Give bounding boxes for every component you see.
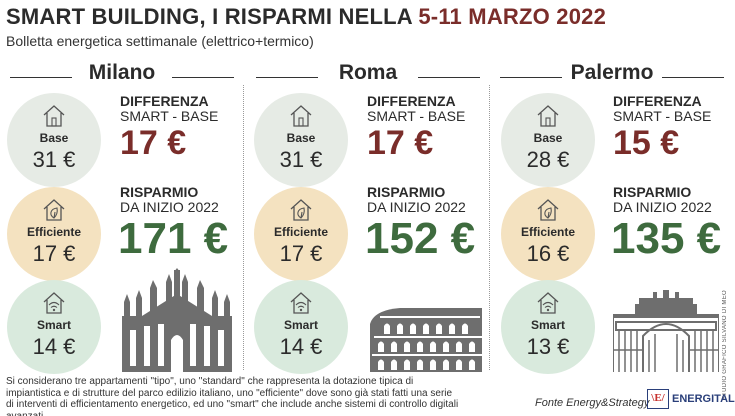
- house-icon: [537, 105, 559, 127]
- saving-subheading: DA INIZIO 2022: [367, 199, 466, 215]
- saving-subheading: DA INIZIO 2022: [120, 199, 219, 215]
- difference-heading: DIFFERENZA: [613, 93, 702, 109]
- efficiente-value: 16 €: [526, 241, 570, 266]
- saving-subheading: DA INIZIO 2022: [613, 199, 712, 215]
- leaf-house-icon: [43, 199, 65, 221]
- source-label: Fonte Energy&Strategy: [535, 397, 650, 409]
- city-name: Milano: [88, 61, 156, 84]
- saving-heading: RISPARMIO: [613, 184, 692, 200]
- leaf-house-icon: [537, 199, 559, 221]
- smart-circle-milano: Smart 14 €: [7, 280, 101, 374]
- smart-circle-palermo: Smart 13 €: [501, 280, 595, 374]
- difference-value-palermo: 15 €: [613, 124, 680, 162]
- base-value: 28 €: [526, 147, 570, 172]
- saving-value-milano: 171 €: [118, 214, 229, 263]
- difference-subheading: SMART - BASE: [367, 108, 466, 124]
- smart-value: 13 €: [526, 334, 570, 359]
- city-name: Palermo: [570, 61, 654, 84]
- city-name: Roma: [338, 61, 398, 84]
- saving-heading: RISPARMIO: [120, 184, 199, 200]
- base-value: 31 €: [279, 147, 323, 172]
- difference-value-milano: 17 €: [120, 124, 187, 162]
- column-divider: [243, 85, 244, 370]
- smart-value: 14 €: [32, 334, 76, 359]
- saving-value-roma: 152 €: [365, 214, 476, 263]
- duomo-milano-icon: [122, 268, 232, 372]
- city-header-milano: Milano: [10, 60, 234, 92]
- title-dates: 5-11 MARZO 2022: [418, 4, 607, 29]
- efficiente-value: 17 €: [32, 241, 76, 266]
- difference-heading: DIFFERENZA: [120, 93, 209, 109]
- base-circle-roma: Base 31 €: [254, 93, 348, 187]
- difference-subheading: SMART - BASE: [120, 108, 219, 124]
- wifi-house-icon: [290, 292, 312, 314]
- base-value: 31 €: [32, 147, 76, 172]
- efficiente-circle-milano: Efficiente 17 €: [7, 187, 101, 281]
- column-divider: [489, 85, 490, 370]
- colosseo-icon: [370, 308, 482, 372]
- city-header-palermo: Palermo: [500, 60, 724, 92]
- smart-circle-roma: Smart 14 €: [254, 280, 348, 374]
- base-circle-palermo: Base 28 €: [501, 93, 595, 187]
- difference-heading: DIFFERENZA: [367, 93, 456, 109]
- teatro-politeama-icon: [613, 290, 719, 372]
- leaf-house-icon: [290, 199, 312, 221]
- difference-subheading: SMART - BASE: [613, 108, 712, 124]
- logo-wordmark: ENERGITALIA: [672, 393, 735, 405]
- efficiente-circle-palermo: Efficiente 16 €: [501, 187, 595, 281]
- wifi-house-icon: [43, 292, 65, 314]
- wifi-house-icon: [537, 292, 559, 314]
- logo-mark: \E/: [647, 389, 669, 409]
- page-title: SMART BUILDING, I RISPARMI NELLA 5-11 MA…: [6, 4, 607, 29]
- page-subtitle: Bolletta energetica settimanale (elettri…: [6, 33, 314, 49]
- efficiente-value: 17 €: [279, 241, 323, 266]
- methodology-note: Si considerano tre appartamenti "tipo", …: [6, 376, 459, 416]
- house-icon: [290, 105, 312, 127]
- smart-value: 14 €: [279, 334, 323, 359]
- house-icon: [43, 105, 65, 127]
- difference-value-roma: 17 €: [367, 124, 434, 162]
- efficiente-circle-roma: Efficiente 17 €: [254, 187, 348, 281]
- graphic-credit: STUDIO GRAFICO SILVANO DI MEO: [722, 290, 728, 401]
- city-header-roma: Roma: [256, 60, 480, 92]
- saving-value-palermo: 135 €: [611, 214, 722, 263]
- saving-heading: RISPARMIO: [367, 184, 446, 200]
- base-circle-milano: Base 31 €: [7, 93, 101, 187]
